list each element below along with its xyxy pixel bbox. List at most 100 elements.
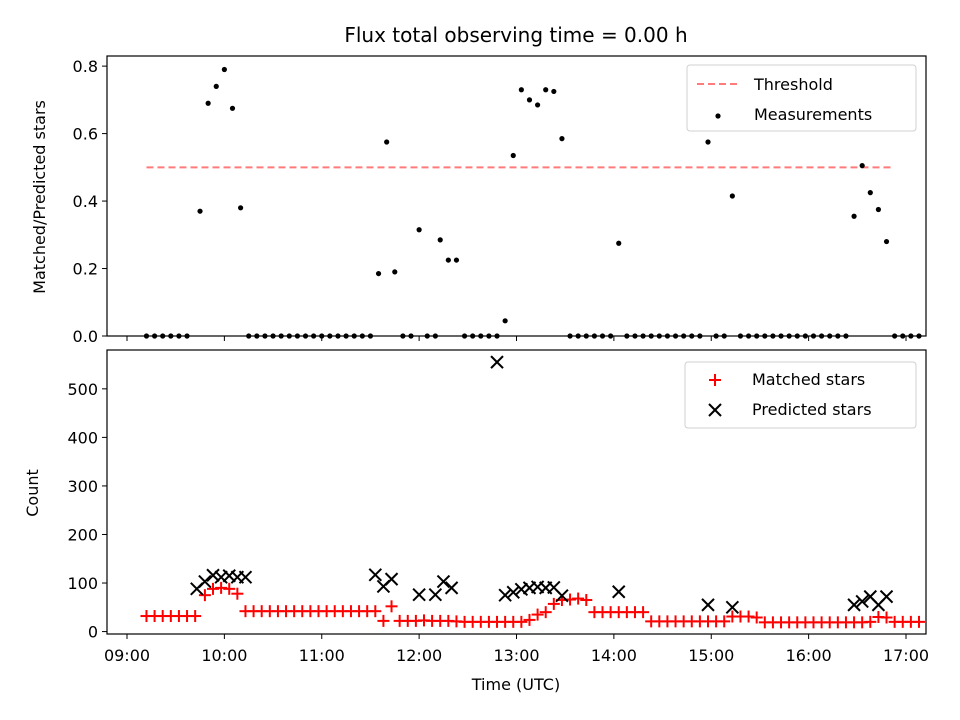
measurement-point	[656, 333, 662, 339]
measurement-point	[184, 333, 190, 339]
measurement-point	[640, 333, 646, 339]
measurement-point	[713, 333, 719, 339]
measurement-point	[770, 333, 776, 339]
matched-stars-legend-label: Matched stars	[752, 370, 865, 389]
measurement-point	[754, 333, 760, 339]
measurement-point	[270, 333, 276, 339]
matched-star-point	[377, 614, 390, 627]
measurement-point	[327, 333, 333, 339]
measurement-point	[867, 190, 873, 196]
measurement-point	[681, 333, 687, 339]
chart-title: Flux total observing time = 0.00 h	[344, 23, 687, 47]
top-axes-content: 0.0 0.2 0.4 0.6 0.8	[73, 57, 907, 346]
top-panel: Flux total observing time = 0.00 h Match…	[30, 23, 927, 346]
measurement-point	[608, 333, 614, 339]
measurement-point	[486, 333, 492, 339]
measurement-point	[851, 213, 857, 219]
x-tick-label: 14:00	[591, 646, 637, 665]
measurement-point	[908, 333, 914, 339]
measurement-point	[168, 333, 174, 339]
x-tick-label: 12:00	[396, 646, 442, 665]
measurement-point	[786, 333, 792, 339]
measurement-point	[810, 333, 817, 339]
measurement-point	[384, 139, 390, 145]
bottom-y-tick-label: 500	[67, 380, 98, 399]
measurement-point	[197, 208, 203, 214]
measurement-point	[229, 105, 236, 111]
matched-star-point	[223, 582, 236, 595]
measurement-point	[400, 333, 406, 339]
measurement-point	[502, 318, 508, 324]
measurement-point	[575, 333, 581, 339]
measurement-point	[697, 333, 703, 339]
measurement-point	[721, 333, 727, 339]
predicted-star-point	[444, 581, 459, 595]
measurement-point	[151, 333, 158, 339]
measurement-point	[599, 333, 606, 339]
measurement-point	[343, 333, 349, 339]
measurement-point	[143, 333, 150, 339]
matched-star-point	[580, 594, 593, 607]
measurement-point	[160, 333, 166, 339]
measurement-point	[859, 163, 865, 169]
measurement-point	[424, 333, 430, 339]
measurement-point	[278, 333, 284, 339]
matched-star-point	[198, 589, 211, 602]
measurement-point	[648, 333, 654, 339]
matched-star-point	[750, 611, 763, 624]
matched-star-point	[539, 606, 552, 619]
bottom-y-axis-label: Count	[23, 469, 42, 517]
measurement-point	[583, 333, 589, 339]
measurement-point	[470, 333, 476, 339]
predicted-star-point	[498, 588, 512, 602]
measurement-point	[883, 238, 890, 245]
measurement-point	[900, 333, 906, 339]
measurement-point	[762, 333, 768, 339]
measurement-point	[794, 333, 800, 339]
measurement-point	[319, 333, 325, 339]
measurement-point	[802, 333, 808, 339]
measurement-point	[632, 333, 638, 339]
top-y-tick-label: 0.4	[73, 192, 98, 211]
predicted-star-point	[612, 585, 626, 599]
measurement-point	[567, 333, 573, 339]
top-data-marks	[143, 66, 922, 339]
measurement-point	[689, 333, 695, 339]
measurement-point	[432, 333, 438, 339]
predicted-star-point	[701, 598, 715, 612]
measurement-point	[311, 333, 317, 339]
measurement-point	[551, 88, 557, 95]
bottom-plot-frame	[106, 349, 927, 635]
matched-star-point	[572, 592, 585, 605]
measurement-point	[176, 333, 182, 339]
measurement-point	[416, 227, 422, 233]
top-y-axis-label: Matched/Predicted stars	[30, 100, 49, 294]
predicted-star-point	[490, 355, 504, 369]
bottom-y-tick-label: 200	[67, 525, 98, 544]
measurement-point	[437, 237, 443, 243]
measurement-point	[778, 333, 784, 339]
measurement-point	[534, 102, 541, 108]
measurement-point	[616, 240, 622, 246]
measurement-point	[875, 206, 882, 213]
measurement-point	[729, 193, 735, 199]
measurement-point	[827, 333, 833, 339]
measurement-point	[238, 205, 244, 211]
bottom-legend-box	[684, 361, 917, 429]
bottom-panel: Count Time (UTC) 0 100 200 300 400 500 09:00 10…	[23, 349, 929, 694]
predicted-star-point	[384, 572, 399, 586]
measurement-point	[335, 333, 341, 339]
x-tick-label: 11:00	[299, 646, 345, 665]
measurement-point	[664, 333, 671, 339]
predicted-star-point	[412, 587, 426, 602]
predicted-star-point	[506, 585, 520, 599]
measurement-point	[453, 257, 460, 263]
measurement-point	[737, 333, 744, 339]
measurement-point	[351, 333, 357, 339]
measurement-point	[205, 100, 211, 106]
measurement-point	[672, 333, 679, 339]
predicted-star-point	[206, 568, 220, 582]
predicted-star-point	[238, 570, 253, 584]
predicted-star-point	[555, 588, 569, 603]
measurement-point	[213, 83, 219, 89]
